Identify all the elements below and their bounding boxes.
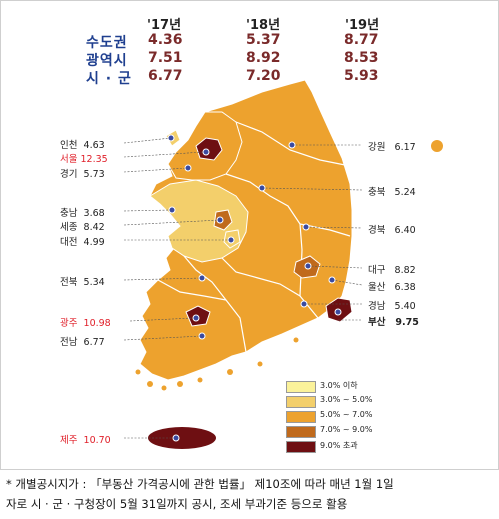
label-incheon: 인천 4.63 xyxy=(60,140,105,151)
jeju-region xyxy=(148,427,216,449)
marker-jeonnam xyxy=(198,332,206,340)
value-citycounty-2017: 6.77 xyxy=(148,68,183,84)
marker-gangwon xyxy=(288,141,296,149)
label-gyeongnam: 경남 5.40 xyxy=(368,301,416,312)
value-citycounty-2018: 7.20 xyxy=(246,68,281,84)
korea-map xyxy=(123,79,443,449)
marker-incheon xyxy=(167,134,175,142)
marker-gwangju xyxy=(192,314,200,322)
label-gangwon: 강원 6.17 xyxy=(368,142,416,153)
marker-gyeongnam xyxy=(300,300,308,308)
value-citycounty-2019: 5.93 xyxy=(344,68,379,84)
marker-seoul xyxy=(202,148,210,156)
label-chungnam: 충남 3.68 xyxy=(60,208,105,219)
value-capital-2017: 4.36 xyxy=(148,32,183,48)
label-gyeonggi: 경기 5.73 xyxy=(60,169,105,180)
legend-swatch xyxy=(286,396,316,408)
year-header-2017: '17년 xyxy=(147,18,182,33)
value-metro-2019: 8.53 xyxy=(344,50,379,66)
ulleung-island xyxy=(431,140,443,152)
footnote-line-2: 자로 시 · 군 · 구청장이 5월 31일까지 공시, 조세 부과기준 등으로… xyxy=(6,497,348,511)
marker-daegu xyxy=(304,262,312,270)
legend-label: 5.0% ~ 7.0% xyxy=(320,410,373,419)
marker-chungbuk xyxy=(258,184,266,192)
footnote-line-1: * 개별공시지가 : 「부동산 가격공시에 관한 법률」 제10조에 따라 매년… xyxy=(6,477,394,491)
label-daegu: 대구 8.82 xyxy=(368,265,416,276)
marker-daejeon xyxy=(227,236,235,244)
row-label-metro: 광역시 xyxy=(86,53,128,69)
label-jeonnam: 전남 6.77 xyxy=(60,337,105,348)
legend-label: 3.0% 이하 xyxy=(320,381,358,390)
label-ulsan: 울산 6.38 xyxy=(368,282,416,293)
label-gwangju: 광주 10.98 xyxy=(60,318,111,329)
label-busan: 부산 9.75 xyxy=(368,317,419,328)
row-label-capital: 수도권 xyxy=(86,35,128,51)
legend-label: 9.0% 초과 xyxy=(320,441,358,450)
value-metro-2017: 7.51 xyxy=(148,50,183,66)
label-daejeon: 대전 4.99 xyxy=(60,237,105,248)
seoul-region xyxy=(195,137,223,161)
label-jeonbuk: 전북 5.34 xyxy=(60,277,105,288)
region-boundaries xyxy=(157,121,351,353)
marker-chungnam xyxy=(168,206,176,214)
year-header-2019: '19년 xyxy=(345,18,380,33)
label-chungbuk: 충북 5.24 xyxy=(368,187,416,198)
legend-swatch xyxy=(286,411,316,423)
row-label-citycounty: 시 · 군 xyxy=(86,71,132,87)
legend-label: 3.0% ~ 5.0% xyxy=(320,395,373,404)
southern-islands xyxy=(135,337,299,391)
legend-swatch xyxy=(286,426,316,438)
marker-jeonbuk xyxy=(198,274,206,282)
marker-jeju xyxy=(172,434,180,442)
legend-swatch xyxy=(286,381,316,393)
value-metro-2018: 8.92 xyxy=(246,50,281,66)
label-jeju: 제주 10.70 xyxy=(60,435,111,446)
marker-gyeonggi xyxy=(184,164,192,172)
label-sejong: 세종 8.42 xyxy=(60,222,105,233)
region-markers xyxy=(167,134,342,442)
marker-gyeongbuk xyxy=(302,223,310,231)
value-capital-2018: 5.37 xyxy=(246,32,281,48)
label-seoul: 서울 12.35 xyxy=(60,154,108,165)
year-header-2018: '18년 xyxy=(246,18,281,33)
legend-label: 7.0% ~ 9.0% xyxy=(320,425,373,434)
leader-lines xyxy=(123,137,363,439)
marker-sejong xyxy=(216,216,224,224)
marker-busan xyxy=(334,308,342,316)
marker-ulsan xyxy=(328,276,336,284)
legend-swatch xyxy=(286,441,316,453)
value-capital-2019: 8.77 xyxy=(344,32,379,48)
label-gyeongbuk: 경북 6.40 xyxy=(368,225,416,236)
